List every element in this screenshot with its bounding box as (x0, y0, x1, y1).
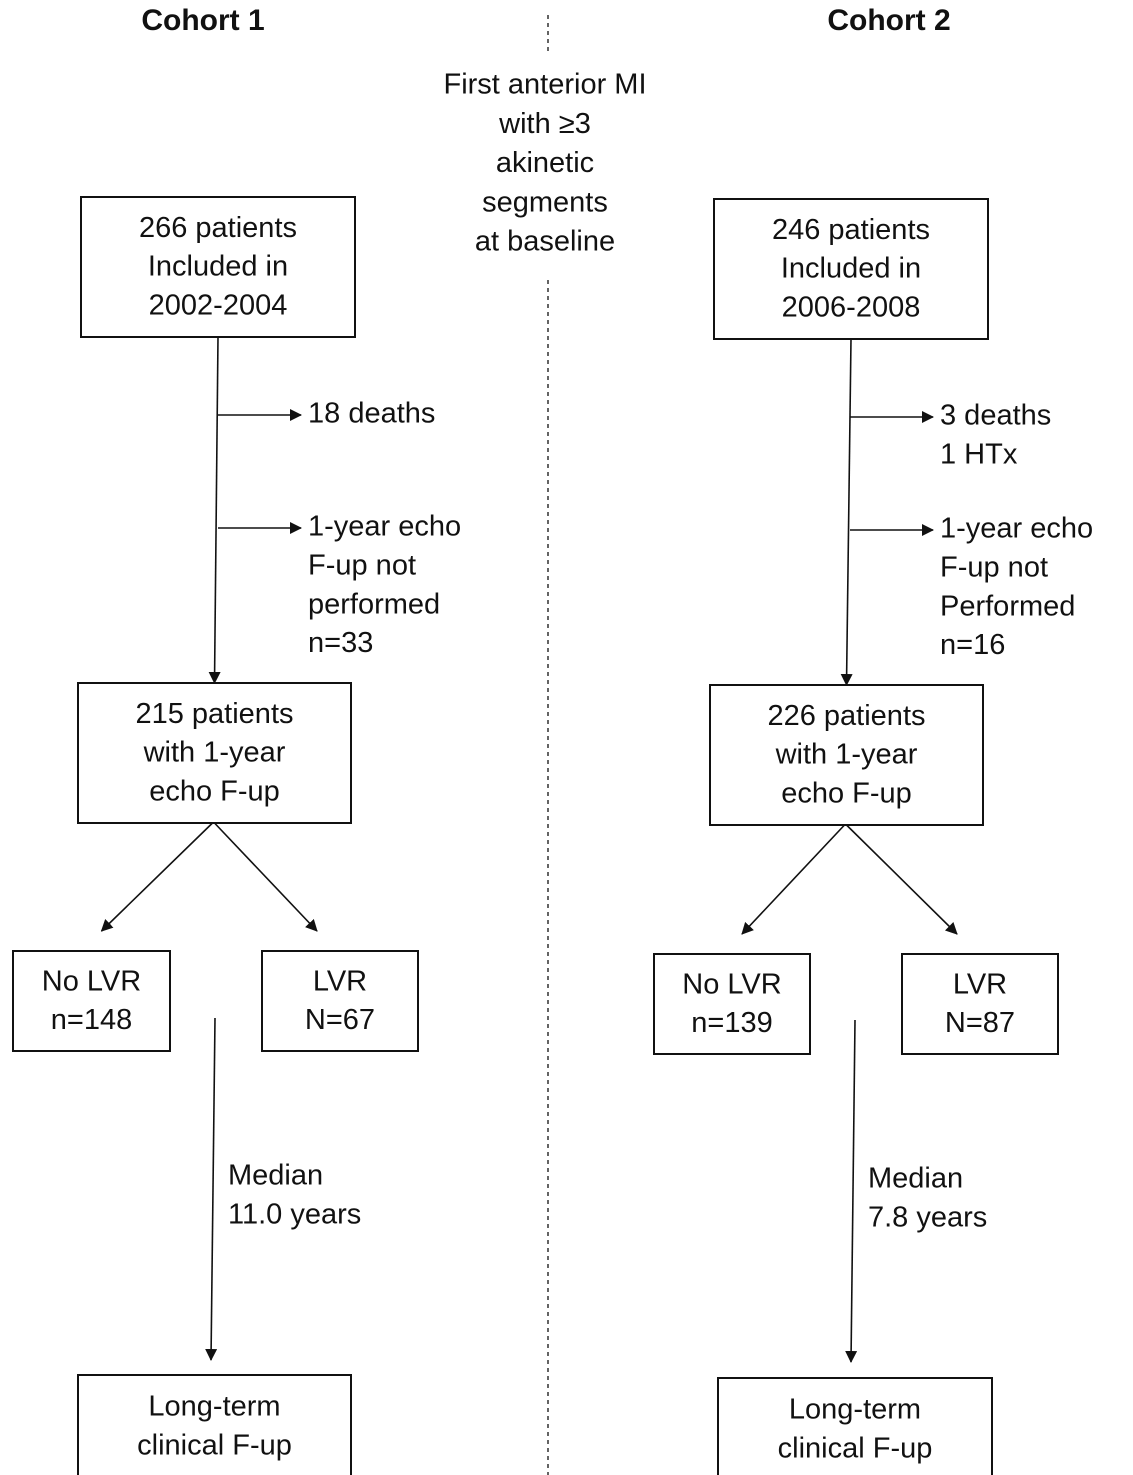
no-lvr-text: n=139 (691, 1007, 772, 1039)
exclusion-text: Performed (940, 590, 1075, 622)
arrow (213, 822, 318, 932)
cohort-title: Cohort 1 (141, 4, 264, 37)
arrow (845, 1019, 858, 1363)
median-text: 11.0 years (228, 1198, 361, 1230)
median-text: Median (868, 1163, 963, 1195)
followup-text: echo F-up (149, 775, 280, 807)
followup-box (709, 684, 984, 826)
exclusion-text: F-up not (308, 549, 416, 581)
lvr-text: N=67 (305, 1004, 375, 1036)
included-text: Included in (148, 251, 288, 283)
exclusion-text: n=16 (940, 629, 1005, 661)
arrow (208, 336, 221, 684)
included-text: Included in (781, 253, 921, 285)
included-text: 2006-2008 (782, 291, 921, 323)
lvr-box (901, 953, 1059, 1055)
center-label: with ≥3 (498, 108, 591, 140)
long-term-text: clinical F-up (778, 1432, 933, 1464)
exclusion-text: 1-year echo (308, 511, 461, 543)
followup-text: 215 patients (135, 698, 293, 730)
exclusion-text: 18 deaths (308, 398, 435, 430)
long-term-text: Long-term (148, 1391, 280, 1423)
cohort-title: Cohort 2 (827, 4, 950, 37)
long-term-text: Long-term (789, 1394, 921, 1426)
lvr-text: LVR (953, 968, 1007, 1000)
no-lvr-box (653, 953, 811, 1055)
no-lvr-box (12, 950, 171, 1052)
exclusion-text: n=33 (308, 627, 373, 659)
median-text: Median (228, 1160, 323, 1192)
exclusion-text: performed (308, 588, 440, 620)
no-lvr-text: No LVR (42, 965, 141, 997)
included-box (80, 196, 356, 338)
arrow (100, 822, 214, 932)
exclusion-text: 1-year echo (940, 513, 1093, 545)
center-label: segments (482, 186, 608, 218)
lvr-text: N=87 (945, 1007, 1015, 1039)
arrow (741, 824, 846, 935)
arrow (845, 824, 958, 935)
lvr-text: LVR (313, 965, 367, 997)
followup-text: with 1-year (775, 739, 918, 771)
arrow (205, 1017, 218, 1361)
exclusion-text: 3 deaths (940, 400, 1051, 432)
lvr-box (261, 950, 419, 1052)
long-term-text: clinical F-up (137, 1429, 292, 1461)
followup-text: echo F-up (781, 777, 912, 809)
followup-text: with 1-year (143, 737, 286, 769)
no-lvr-text: n=148 (51, 1004, 132, 1036)
long-term-box (717, 1377, 993, 1475)
center-label: First anterior MI (443, 69, 646, 101)
arrow (840, 338, 853, 686)
median-text: 7.8 years (868, 1201, 987, 1233)
center-label: akinetic (496, 147, 594, 179)
followup-text: 226 patients (767, 700, 925, 732)
included-box (713, 198, 989, 340)
included-text: 246 patients (772, 214, 930, 246)
center-label: at baseline (475, 225, 615, 257)
no-lvr-text: No LVR (682, 968, 781, 1000)
exclusion-text: 1 HTx (940, 438, 1018, 470)
included-text: 2002-2004 (149, 289, 288, 321)
exclusion-text: F-up not (940, 551, 1048, 583)
long-term-box (77, 1374, 352, 1475)
included-text: 266 patients (139, 212, 297, 244)
